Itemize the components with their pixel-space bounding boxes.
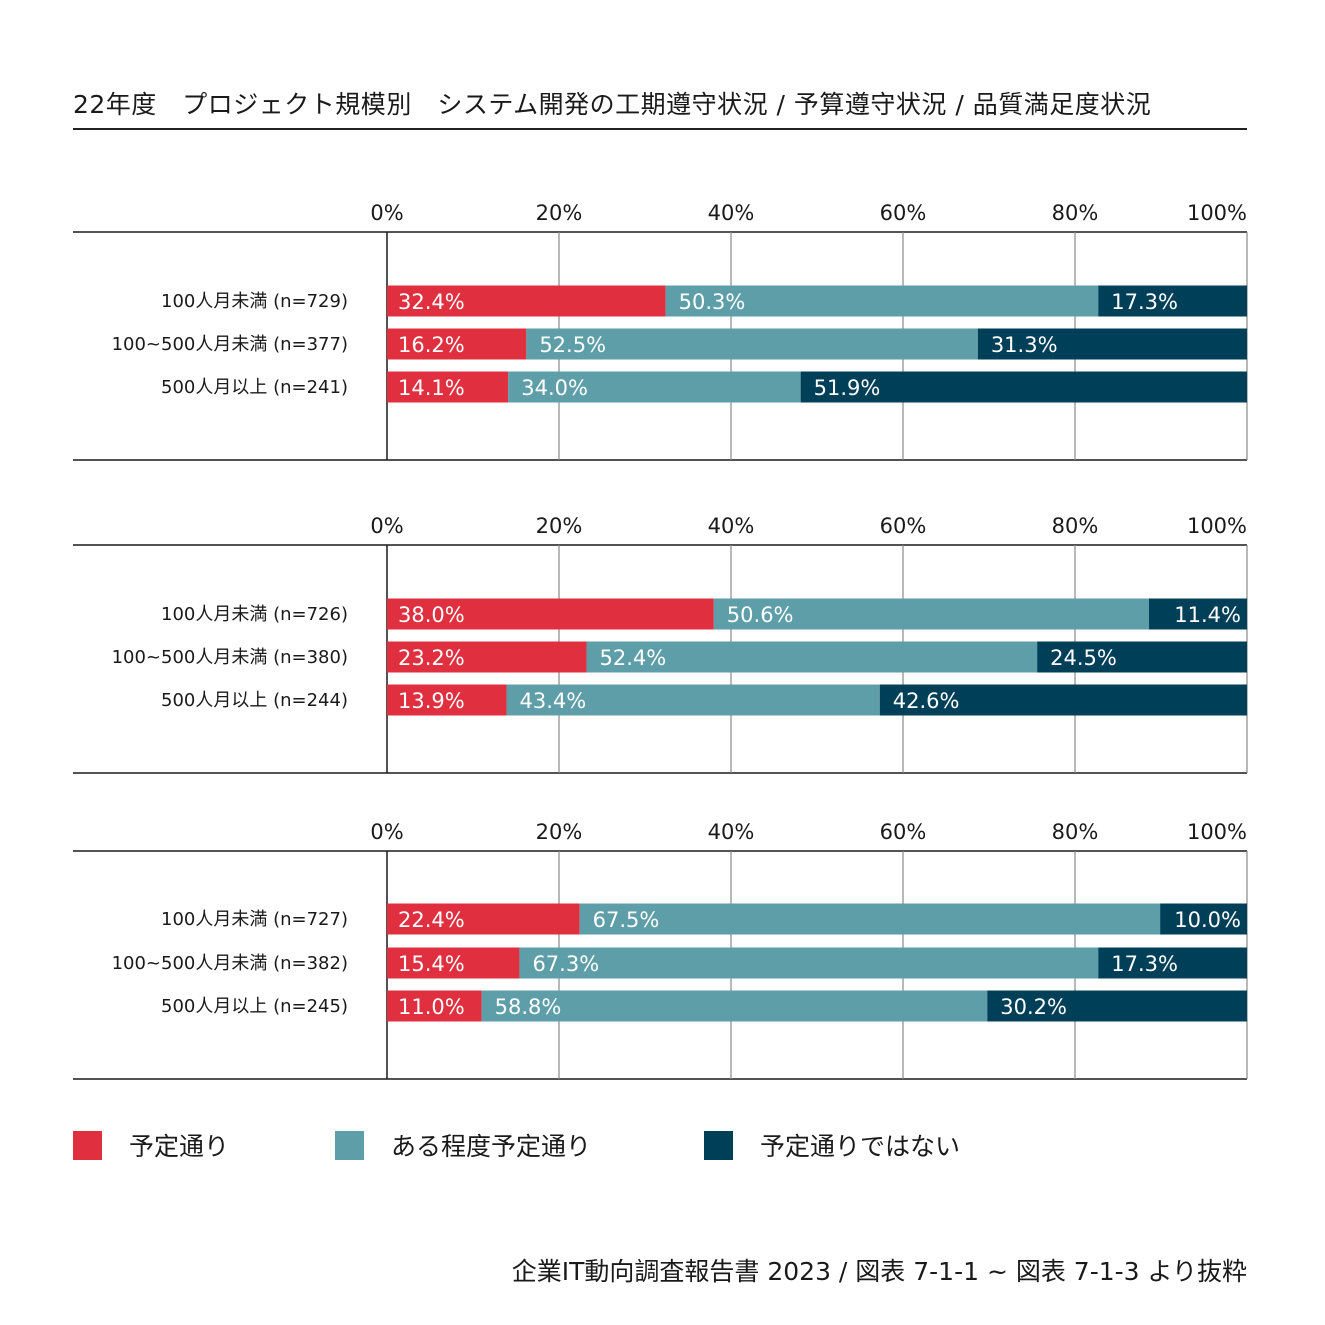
chart-3-tick-label: 60%: [880, 820, 927, 844]
chart-2-value-label-not-on-schedule: 11.4%: [1174, 603, 1241, 627]
legend-label-on-schedule: 予定通り: [129, 1132, 230, 1161]
chart-1-value-label-mostly-on-schedule: 34.0%: [521, 376, 588, 400]
chart-3-bar-mostly-on-schedule: [519, 947, 1099, 979]
chart-2-bar-mostly-on-schedule: [506, 684, 880, 716]
chart-3-value-label-mostly-on-schedule: 67.5%: [593, 908, 660, 932]
legend-swatch-mostly-on-schedule: [335, 1130, 364, 1160]
chart-1-bar-not-on-schedule: [1098, 285, 1247, 317]
chart-3-bar-not-on-schedule: [987, 990, 1247, 1022]
chart-2-tick-label: 100%: [1187, 514, 1247, 538]
legend-label-not-on-schedule: 予定通りではない: [760, 1132, 961, 1161]
chart-1-bar-mostly-on-schedule: [526, 328, 978, 360]
chart-2-value-label-mostly-on-schedule: 50.6%: [727, 603, 794, 627]
chart-2-value-label-mostly-on-schedule: 43.4%: [520, 689, 587, 713]
chart-3-tick-label: 0%: [370, 820, 403, 844]
chart-3-bar-on-schedule: [387, 903, 580, 935]
legend-item-not-on-schedule: 予定通りではない: [704, 1125, 960, 1165]
chart-1-bar-on-schedule: [387, 285, 666, 317]
chart-1-bar-mostly-on-schedule: [665, 285, 1099, 317]
chart-3-bar-not-on-schedule: [1098, 947, 1247, 979]
chart-2-category-label: 100人月未満 (n=726): [161, 604, 348, 625]
chart-3-tick-label: 100%: [1187, 820, 1247, 844]
chart-3-bar-mostly-on-schedule: [579, 903, 1161, 935]
legend-swatch-not-on-schedule: [704, 1130, 733, 1160]
chart-1-tick-label: 100%: [1187, 201, 1247, 225]
chart-1-tick-label: 20%: [536, 201, 583, 225]
chart-3-value-label-on-schedule: 11.0%: [398, 995, 465, 1019]
chart-1-value-label-not-on-schedule: 17.3%: [1111, 290, 1178, 314]
legend-swatch-on-schedule: [73, 1130, 102, 1160]
legend-label-mostly-on-schedule: ある程度予定通り: [391, 1132, 592, 1161]
chart-2-value-label-on-schedule: 38.0%: [398, 603, 465, 627]
chart-1-value-label-not-on-schedule: 31.3%: [991, 333, 1058, 357]
chart-3-value-label-mostly-on-schedule: 67.3%: [532, 952, 599, 976]
chart-1-category-label: 500人月以上 (n=241): [161, 377, 348, 398]
chart-2-bar-not-on-schedule: [1037, 641, 1247, 673]
chart-1-value-label-mostly-on-schedule: 50.3%: [679, 290, 746, 314]
chart-1-tick-label: 0%: [370, 201, 403, 225]
chart-2-bar-not-on-schedule: [879, 684, 1247, 716]
source-note: 企業IT動向調査報告書 2023 / 図表 7-1-1 ~ 図表 7-1-3 よ…: [511, 1257, 1247, 1286]
chart-1-value-label-on-schedule: 14.1%: [398, 376, 465, 400]
chart-3-tick-label: 20%: [536, 820, 583, 844]
chart-1-bar-not-on-schedule: [800, 371, 1247, 403]
chart-1-value-label-on-schedule: 16.2%: [398, 333, 465, 357]
chart-2-value-label-on-schedule: 13.9%: [398, 689, 465, 713]
chart-2-tick-label: 20%: [536, 514, 583, 538]
chart-3-bar-on-schedule: [387, 947, 520, 979]
legend: 予定通り ある程度予定通り 予定通りではない: [73, 1125, 1173, 1165]
chart-2-category-label: 100~500人月未満 (n=380): [112, 647, 348, 668]
chart-1-value-label-on-schedule: 32.4%: [398, 290, 465, 314]
chart-2-value-label-not-on-schedule: 42.6%: [893, 689, 960, 713]
chart-1-tick-label: 80%: [1052, 201, 1099, 225]
chart-3-bar-not-on-schedule: [1160, 903, 1247, 935]
chart-2-category-label: 500人月以上 (n=244): [161, 690, 348, 711]
page-title: 22年度 プロジェクト規模別 システム開発の工期遵守状況 / 予算遵守状況 / …: [73, 90, 1152, 119]
chart-1-bar-not-on-schedule: [977, 328, 1247, 360]
chart-2-tick-label: 40%: [708, 514, 755, 538]
chart-3-value-label-not-on-schedule: 17.3%: [1111, 952, 1178, 976]
chart-1-bar-on-schedule: [387, 328, 527, 360]
chart-3-value-label-on-schedule: 15.4%: [398, 952, 465, 976]
chart-1-value-label-mostly-on-schedule: 52.5%: [539, 333, 606, 357]
title-divider: [73, 128, 1247, 130]
chart-3-category-label: 100~500人月未満 (n=382): [112, 953, 348, 974]
chart-3-bar-on-schedule: [387, 990, 482, 1022]
chart-2-bar-mostly-on-schedule: [713, 598, 1149, 630]
chart-2-tick-label: 60%: [880, 514, 927, 538]
chart-3-category-label: 500人月以上 (n=245): [161, 996, 348, 1017]
chart-2-bar-on-schedule: [387, 641, 587, 673]
chart-3-category-label: 100人月未満 (n=727): [161, 909, 348, 930]
chart-1-category-label: 100~500人月未満 (n=377): [112, 334, 348, 355]
chart-2-value-label-not-on-schedule: 24.5%: [1050, 646, 1117, 670]
chart-1-tick-label: 40%: [708, 201, 755, 225]
chart-1-bar-on-schedule: [387, 371, 509, 403]
chart-2-bar-mostly-on-schedule: [586, 641, 1038, 673]
chart-3-bar-mostly-on-schedule: [481, 990, 988, 1022]
legend-item-mostly-on-schedule: ある程度予定通り: [335, 1125, 591, 1165]
chart-2-tick-label: 80%: [1052, 514, 1099, 538]
chart-1-tick-label: 60%: [880, 201, 927, 225]
chart-2-tick-label: 0%: [370, 514, 403, 538]
chart-3-value-label-mostly-on-schedule: 58.8%: [495, 995, 562, 1019]
chart-3-tick-label: 80%: [1052, 820, 1099, 844]
chart-2-bar-on-schedule: [387, 684, 507, 716]
chart-2-bar-on-schedule: [387, 598, 714, 630]
chart-3-tick-label: 40%: [708, 820, 755, 844]
chart-1-bar-mostly-on-schedule: [508, 371, 801, 403]
chart-2-value-label-mostly-on-schedule: 52.4%: [600, 646, 667, 670]
chart-3-value-label-not-on-schedule: 10.0%: [1174, 908, 1241, 932]
legend-item-on-schedule: 予定通り: [73, 1125, 229, 1165]
chart-3-value-label-on-schedule: 22.4%: [398, 908, 465, 932]
chart-2-value-label-on-schedule: 23.2%: [398, 646, 465, 670]
chart-2-bar-not-on-schedule: [1148, 598, 1247, 630]
chart-1-value-label-not-on-schedule: 51.9%: [814, 376, 881, 400]
chart-3-value-label-not-on-schedule: 30.2%: [1000, 995, 1067, 1019]
chart-1-category-label: 100人月未満 (n=729): [161, 291, 348, 312]
